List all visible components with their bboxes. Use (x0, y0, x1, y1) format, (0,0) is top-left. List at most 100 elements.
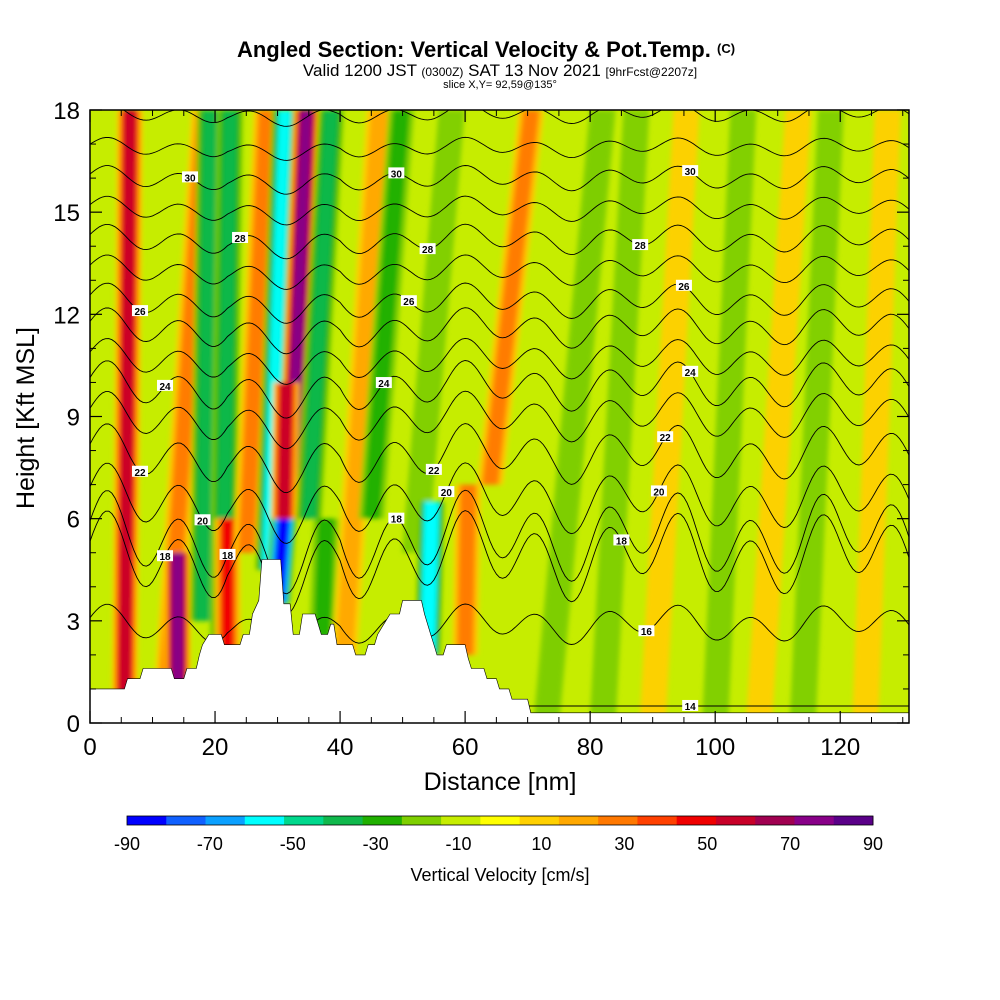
velocity-band (589, 110, 650, 723)
colorbar-swatch (362, 816, 403, 825)
isotherm-line (90, 282, 909, 324)
velocity-band-layer (589, 110, 650, 723)
isotherm-label-bg (219, 548, 236, 560)
isotherm-label-bg (194, 514, 211, 526)
isotherm-label: 30 (685, 167, 697, 178)
velocity-band-layer (331, 110, 388, 723)
velocity-band (414, 501, 445, 655)
isotherm-label: 26 (678, 282, 690, 293)
isotherm-label-bg (675, 279, 692, 291)
colorbar-tick-label: 50 (697, 834, 717, 854)
isotherm-label: 16 (641, 627, 653, 638)
chart-slice-line: slice X,Y= 92,59@135° (443, 79, 557, 91)
isotherm-label-bg (375, 377, 392, 389)
valid-small-1: (0300Z) (421, 65, 463, 79)
y-tick-label: 6 (67, 507, 80, 534)
velocity-band-layer (301, 110, 339, 519)
isotherm-label: 22 (134, 468, 146, 479)
velocity-band-layer (789, 110, 844, 723)
isotherm-label: 18 (222, 551, 234, 562)
y-axis: 0 3 6 9 12 15 18 (53, 98, 909, 738)
x-tick-label: 20 (202, 734, 229, 761)
colorbar-tick-label: -30 (363, 834, 389, 854)
velocity-band-layer (458, 484, 476, 655)
y-tick-label: 18 (53, 98, 80, 125)
isotherm-line (90, 337, 909, 385)
colorbar-swatch (480, 816, 521, 825)
y-tick-label: 9 (67, 405, 80, 432)
isotherm-line (90, 603, 909, 651)
colorbar-swatch (598, 816, 638, 825)
isotherm-line (90, 390, 909, 450)
chart-title-suffix: (C) (717, 41, 735, 56)
y-tick-label: 0 (67, 711, 80, 738)
velocity-field (111, 110, 901, 723)
isotherm-label-bg (438, 486, 455, 498)
isotherm-label-bg (157, 550, 174, 562)
isotherm-label: 22 (428, 466, 440, 477)
x-tick-label: 120 (820, 734, 860, 761)
isotherm-label-bg (419, 243, 436, 255)
colorbar-swatch (833, 816, 874, 825)
x-axis-title: Distance [nm] (424, 768, 577, 796)
x-tick-label: 60 (452, 734, 479, 761)
velocity-band (639, 110, 700, 723)
terrain (90, 559, 909, 723)
isotherm-label-bg (132, 305, 149, 317)
velocity-band-layer (402, 110, 465, 553)
isotherm-line (90, 136, 909, 161)
chart-title-main: Angled Section: Vertical Velocity & Pot.… (237, 37, 711, 62)
velocity-band-layer (312, 518, 335, 655)
colorbar-tick-label: -90 (114, 834, 140, 854)
colorbar-swatch (794, 816, 835, 825)
velocity-band (789, 110, 844, 723)
isotherm-label: 28 (234, 234, 246, 245)
isotherm-label-bg (682, 699, 699, 711)
isotherm-label: 24 (685, 368, 697, 379)
isotherm-label-bg (425, 463, 442, 475)
isotherm-label: 32 (685, 78, 697, 89)
isotherm-label: 22 (660, 433, 672, 444)
valid-prefix: Valid 1200 JST (303, 61, 417, 80)
isotherm-line (90, 462, 909, 544)
isotherm-label: 20 (197, 516, 209, 527)
isotherm-label-bg (650, 485, 667, 497)
y-tick-label: 12 (53, 302, 80, 329)
isotherm-label-bg (682, 365, 699, 377)
velocity-band (452, 484, 482, 655)
chart-valid-line: Valid 1200 JST (0300Z) SAT 13 Nov 2021 [… (303, 61, 697, 80)
colorbar-swatch (715, 816, 756, 825)
y-tick-label: 3 (67, 609, 80, 636)
isotherm-label-bg (657, 431, 674, 443)
velocity-band (164, 552, 191, 696)
velocity-band-layer (362, 110, 410, 519)
colorbar-tick-label: 90 (863, 834, 883, 854)
isotherm-label-bg (682, 165, 699, 177)
velocity-band-layer (421, 501, 438, 655)
colorbar-tick-label: -10 (446, 834, 472, 854)
colorbar-swatch (401, 816, 442, 825)
isotherm-line (90, 110, 909, 127)
isotherm-label-bg (632, 239, 649, 251)
isotherm-label-bg (613, 534, 630, 546)
colorbar-tick-label: 70 (780, 834, 800, 854)
velocity-band (358, 110, 415, 519)
isotherm-label: 32 (422, 87, 434, 98)
isotherm-label: 18 (391, 515, 403, 526)
isotherm-label-bg (388, 512, 405, 524)
velocity-band (295, 110, 345, 519)
isotherm-line (90, 223, 909, 260)
x-axis: 0 20 40 60 80 100 120 (83, 110, 904, 761)
velocity-band (270, 382, 300, 519)
velocity-band (745, 110, 812, 723)
isotherm-label: 24 (378, 379, 390, 390)
isotherm-label: 28 (422, 245, 434, 256)
colorbar-swatch (558, 816, 599, 825)
isotherm-label-bg (420, 85, 436, 96)
isotherm-label: 20 (441, 488, 453, 499)
isotherm-label-bg (400, 295, 417, 307)
isotherm-label: 20 (653, 487, 665, 498)
velocity-band-layer (745, 110, 812, 723)
